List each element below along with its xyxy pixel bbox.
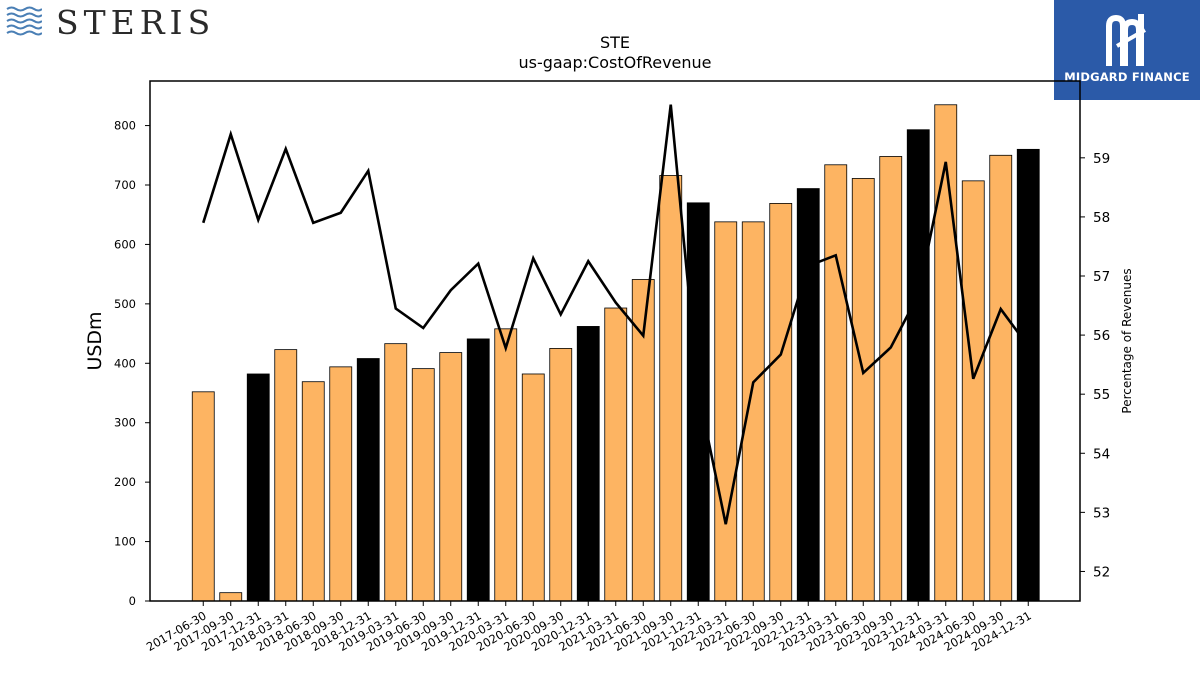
chart-subtitle: us-gaap:CostOfRevenue: [518, 53, 711, 72]
y-tick-label: 800: [114, 119, 136, 133]
x-axis: 2017-06-302017-09-302017-12-312018-03-31…: [144, 601, 1034, 654]
bar: [796, 188, 820, 602]
y-tick-label: 0: [129, 594, 136, 608]
bar: [1016, 148, 1040, 602]
y2-tick-label: 55: [1093, 387, 1110, 403]
bar: [521, 373, 545, 602]
bar: [439, 352, 463, 602]
chart-title: STE: [600, 33, 630, 52]
bar: [934, 104, 958, 602]
bar: [301, 381, 325, 602]
y2-axis-label: Percentage of Revenues: [1120, 268, 1134, 413]
y2-tick-label: 58: [1093, 210, 1110, 226]
bar: [714, 221, 738, 602]
steris-waves-icon: [6, 6, 42, 36]
y-tick-label: 600: [114, 237, 136, 251]
bar: [824, 164, 848, 602]
bar: [356, 358, 380, 602]
bar: [191, 391, 215, 602]
y2-tick-label: 52: [1093, 564, 1110, 580]
y2-tick-label: 59: [1093, 151, 1110, 167]
y-axis-left: 0 100 200 300 400 500 600 700 800: [114, 119, 150, 608]
plot-frame: [149, 80, 1081, 602]
y-axis-label: USDm: [84, 311, 106, 370]
bar: [769, 203, 793, 602]
bar: [274, 349, 298, 602]
midgard-finance-logo: MIDGARD FINANCE: [1054, 0, 1200, 100]
bar: [384, 343, 408, 602]
bar: [741, 221, 765, 602]
y2-tick-label: 53: [1093, 505, 1110, 521]
y-tick-label: 400: [114, 356, 136, 370]
bar: [549, 348, 573, 602]
steris-logo-text: STERIS: [56, 2, 216, 42]
midgard-logo-text: MIDGARD FINANCE: [1064, 70, 1190, 84]
y-axis-right: 52 53 54 55 56 57 58 59: [1080, 151, 1110, 580]
percentage-line: [202, 104, 1030, 525]
bar: [659, 175, 683, 602]
bar: [329, 366, 353, 602]
y-tick-label: 200: [114, 475, 136, 489]
y2-tick-label: 54: [1093, 446, 1110, 462]
bar: [686, 202, 710, 602]
bar: [576, 326, 600, 602]
line-layer: [202, 104, 1030, 525]
bars-group: [191, 104, 1040, 602]
y-tick-label: 300: [114, 416, 136, 430]
bar: [906, 129, 930, 602]
bar: [851, 178, 875, 602]
y2-tick-label: 57: [1093, 269, 1110, 285]
steris-logo: STERIS: [6, 2, 216, 42]
y2-tick-label: 56: [1093, 328, 1110, 344]
bar: [989, 154, 1013, 602]
bar: [246, 373, 270, 602]
bar: [879, 156, 903, 602]
bar: [219, 592, 243, 602]
bar: [961, 180, 985, 602]
y-tick-label: 500: [114, 297, 136, 311]
y-tick-label: 700: [114, 178, 136, 192]
y-tick-label: 100: [114, 535, 136, 549]
bar: [466, 338, 490, 602]
bar: [494, 328, 518, 602]
bar: [604, 307, 628, 602]
midgard-mark-icon: [1106, 14, 1146, 66]
bar: [411, 368, 435, 602]
